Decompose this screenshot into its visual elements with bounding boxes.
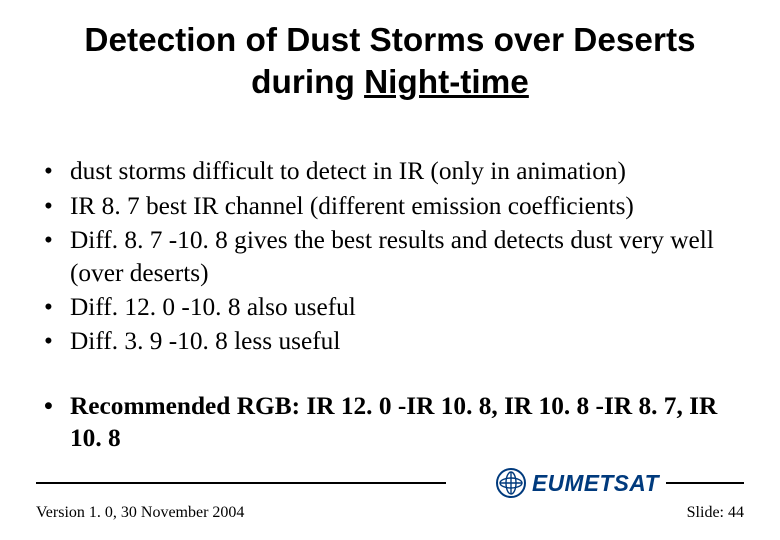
slide: Detection of Dust Storms over Deserts du… xyxy=(0,0,780,540)
divider-left xyxy=(36,482,446,484)
title-line-2-underlined: Night-time xyxy=(364,64,529,101)
title-line-2-prefix: during xyxy=(251,64,364,101)
slide-title: Detection of Dust Storms over Deserts du… xyxy=(36,20,744,103)
list-item: IR 8. 7 best IR channel (different emiss… xyxy=(42,190,744,222)
spacer xyxy=(36,360,744,390)
list-item-text: Diff. 8. 7 -10. 8 gives the best results… xyxy=(70,226,714,286)
logo-text: EUMETSAT xyxy=(532,470,659,497)
list-item: Diff. 3. 9 -10. 8 less useful xyxy=(42,325,744,357)
bullet-list-main: dust storms difficult to detect in IR (o… xyxy=(36,155,744,357)
bullet-list-recommendation: Recommended RGB: IR 12. 0 -IR 10. 8, IR … xyxy=(36,390,744,455)
list-item-text: dust storms difficult to detect in IR (o… xyxy=(70,157,626,185)
list-item: Recommended RGB: IR 12. 0 -IR 10. 8, IR … xyxy=(42,390,744,455)
list-item-text: Recommended RGB: IR 12. 0 -IR 10. 8, IR … xyxy=(70,392,717,452)
list-item-text: Diff. 12. 0 -10. 8 also useful xyxy=(70,293,356,321)
globe-icon xyxy=(496,468,526,498)
version-label: Version 1. 0, 30 November 2004 xyxy=(36,504,244,522)
list-item-text: IR 8. 7 best IR channel (different emiss… xyxy=(70,192,634,220)
divider-right xyxy=(666,482,744,484)
title-line-1: Detection of Dust Storms over Deserts xyxy=(84,22,695,59)
list-item-text: Diff. 3. 9 -10. 8 less useful xyxy=(70,327,340,355)
footer: EUMETSAT Version 1. 0, 30 November 2004 … xyxy=(36,474,744,522)
list-item: dust storms difficult to detect in IR (o… xyxy=(42,155,744,187)
list-item: Diff. 8. 7 -10. 8 gives the best results… xyxy=(42,224,744,289)
list-item: Diff. 12. 0 -10. 8 also useful xyxy=(42,291,744,323)
slide-number: Slide: 44 xyxy=(687,504,744,522)
eumetsat-logo: EUMETSAT xyxy=(496,468,659,498)
